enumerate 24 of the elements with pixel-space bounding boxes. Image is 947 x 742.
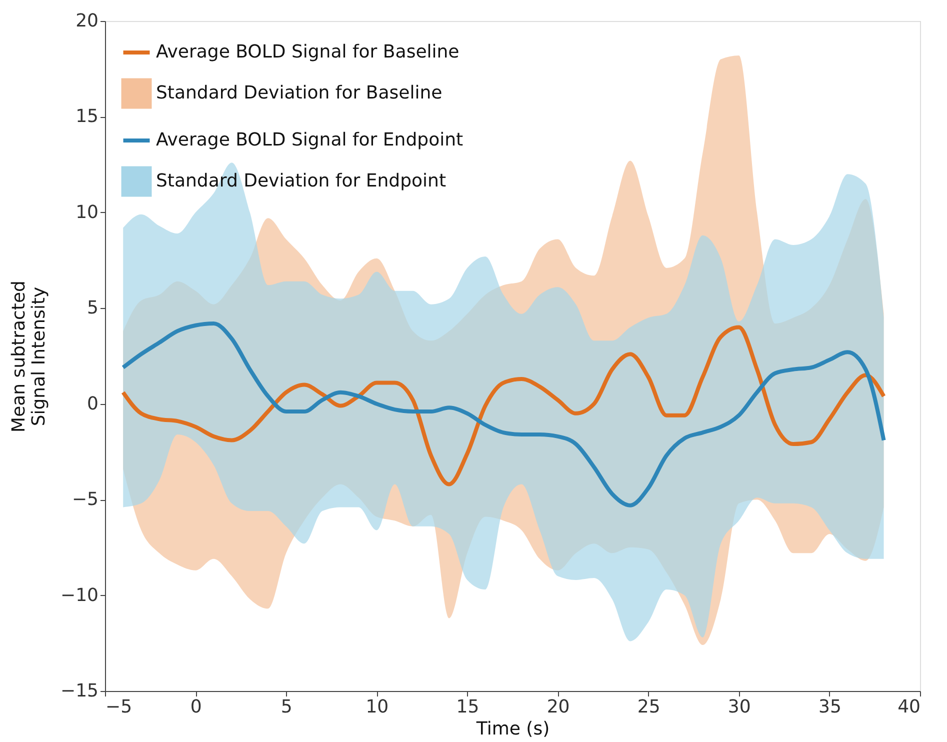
y-tick-label: 15 [76,106,98,128]
legend-label: Standard Deviation for Endpoint [156,170,446,192]
x-tick-label: 10 [366,696,389,718]
y-tick-label: 0 [87,393,98,414]
y-axis-title: Mean subtracted Signal Intensity [8,280,50,432]
y-tick-label: −15 [60,680,98,702]
y-tick-label: −5 [72,489,98,510]
legend-label: Average BOLD Signal for Baseline [156,42,460,62]
x-tick-label: 35 [818,696,842,718]
x-tick-label: 20 [546,696,570,718]
x-tick-label: 5 [280,696,292,718]
x-tick-label: 25 [637,696,660,718]
x-tick-label: 0 [190,696,202,718]
y-tick-label: 5 [87,298,98,319]
x-tick-label: −5 [106,696,132,718]
y-tick-label: 10 [76,202,98,223]
y-tick-label: −10 [60,584,98,606]
x-tick-label: 40 [898,696,920,718]
y-tick-label: 20 [76,10,98,32]
x-tick-label: 15 [456,696,480,718]
x-tick-label: 30 [728,696,751,718]
legend-label: Average BOLD Signal for Endpoint [156,130,464,150]
x-axis-title: Time (s) [475,718,550,740]
legend-label: Standard Deviation for Baseline [156,82,442,104]
